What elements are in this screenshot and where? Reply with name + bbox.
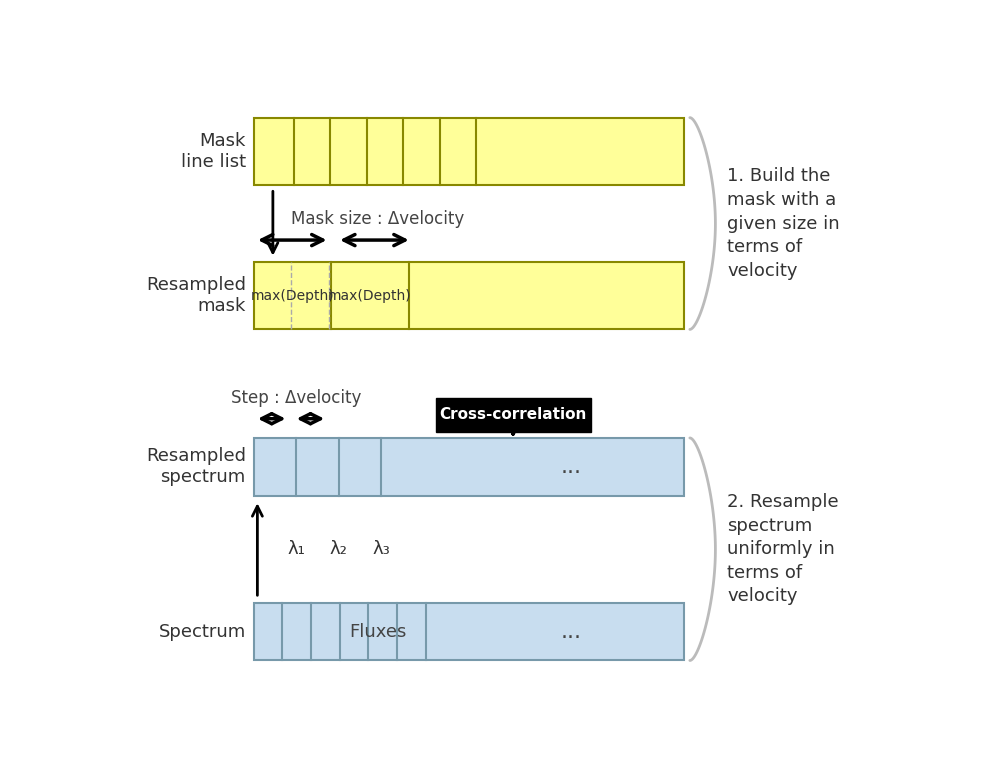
Text: 2. Resample
spectrum
uniformly in
terms of
velocity: 2. Resample spectrum uniformly in terms … bbox=[727, 493, 838, 605]
Bar bbox=[435, 398, 591, 432]
Text: max(Depth): max(Depth) bbox=[250, 288, 334, 302]
Text: ...: ... bbox=[561, 456, 582, 477]
Text: Fluxes: Fluxes bbox=[349, 622, 406, 641]
Text: Cross-correlation: Cross-correlation bbox=[439, 408, 587, 422]
Text: Mask size : Δvelocity: Mask size : Δvelocity bbox=[290, 210, 464, 229]
Bar bbox=[253, 603, 683, 660]
Text: λ₁: λ₁ bbox=[287, 540, 306, 558]
Text: Spectrum: Spectrum bbox=[159, 622, 246, 641]
Text: max(Depth): max(Depth) bbox=[328, 288, 412, 302]
Text: 1. Build the
mask with a
given size in
terms of
velocity: 1. Build the mask with a given size in t… bbox=[727, 167, 839, 280]
Text: Resampled
spectrum: Resampled spectrum bbox=[146, 447, 246, 486]
Text: Mask
line list: Mask line list bbox=[181, 132, 246, 171]
Bar bbox=[253, 118, 683, 185]
Bar bbox=[253, 262, 683, 329]
Text: ...: ... bbox=[561, 622, 582, 642]
Text: Step : Δvelocity: Step : Δvelocity bbox=[231, 389, 362, 407]
Bar bbox=[253, 438, 683, 496]
Text: λ₃: λ₃ bbox=[373, 540, 390, 558]
Text: Resampled
mask: Resampled mask bbox=[146, 276, 246, 315]
Text: λ₂: λ₂ bbox=[330, 540, 348, 558]
